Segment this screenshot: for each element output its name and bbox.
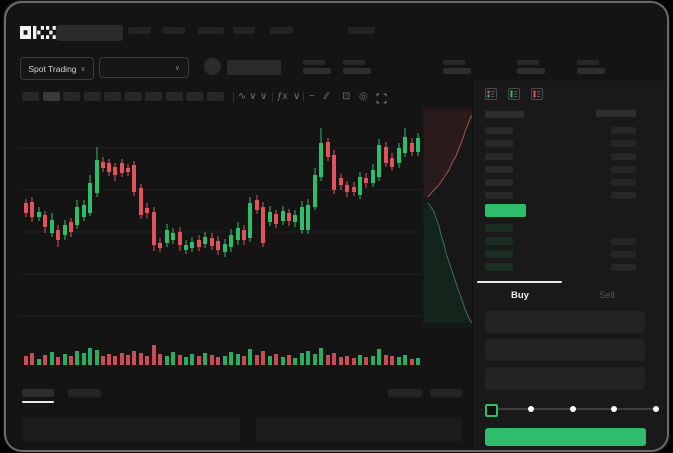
indicators-chevron-icon[interactable]: ∨ <box>293 91 301 102</box>
ticker-stat-label-placeholder <box>517 60 539 65</box>
orderbook-bid-price-placeholder[interactable] <box>485 224 513 232</box>
toolbar-divider <box>303 92 304 102</box>
orderbook-ask-amount-placeholder <box>611 166 636 173</box>
orderbook-bid-amount-placeholder <box>611 264 636 271</box>
depth-chart[interactable] <box>422 105 480 329</box>
bottom-tab-active-placeholder[interactable] <box>22 389 54 397</box>
okx-logo[interactable] <box>20 26 56 39</box>
trade-input-amount[interactable] <box>485 339 645 361</box>
orderbook-ask-amount-placeholder <box>611 153 636 160</box>
buy-submit-button[interactable] <box>485 428 646 446</box>
orderbook-last-price-badge[interactable] <box>485 204 526 217</box>
tab-sell[interactable]: Sell <box>599 290 615 301</box>
trade-input-total[interactable] <box>485 367 645 390</box>
orderbook-amount-header-placeholder <box>596 110 636 117</box>
buy-tab-underline <box>477 281 562 283</box>
timeframe-button[interactable] <box>124 92 142 101</box>
bottom-tab-placeholder[interactable] <box>68 389 101 397</box>
slider-handle[interactable] <box>484 404 498 417</box>
ticker-stat-value-placeholder <box>443 68 471 74</box>
bottom-panel-left <box>22 418 240 442</box>
ticker-stat-label-placeholder <box>577 60 599 65</box>
candlestick-chart[interactable] <box>18 107 426 333</box>
slider-stop-dot[interactable] <box>652 406 659 412</box>
chevron-down-icon: ∨ <box>80 65 86 73</box>
bottom-tab-underline <box>22 401 54 403</box>
orderbook-bid-price-placeholder[interactable] <box>485 263 513 271</box>
volume-histogram <box>24 345 420 365</box>
pair-name-placeholder <box>227 60 281 75</box>
bottom-action-placeholder[interactable] <box>430 389 462 397</box>
orderbook-ask-amount-placeholder <box>611 140 636 147</box>
pair-selector-dropdown[interactable]: ∨ <box>99 57 189 78</box>
orderbook-ask-price-placeholder[interactable] <box>485 153 513 160</box>
candle-style-icon[interactable]: ∿ ∨ <box>238 91 257 102</box>
orderbook-bids-view-icon[interactable] <box>508 88 520 100</box>
orderbook-combined-view-icon[interactable] <box>485 88 497 100</box>
chart-type-chevron-icon[interactable]: ∨ <box>260 91 268 102</box>
orderbook-ask-price-placeholder[interactable] <box>485 140 513 147</box>
market-type-dropdown[interactable]: Spot Trading ∨ <box>20 57 94 80</box>
ticker-stat-label-placeholder <box>343 60 365 65</box>
orderbook-ask-price-placeholder[interactable] <box>485 192 513 199</box>
orderbook-bid-price-placeholder[interactable] <box>485 250 513 258</box>
nav-item-placeholder[interactable] <box>233 27 255 34</box>
trade-input-price[interactable] <box>485 311 645 333</box>
timeframe-button[interactable] <box>83 92 101 101</box>
timeframe-button[interactable] <box>206 92 224 101</box>
nav-item-placeholder[interactable] <box>348 27 375 34</box>
ticker-stat-value-placeholder <box>343 68 371 74</box>
settings-icon[interactable]: ◎ <box>359 91 368 102</box>
timeframe-button[interactable] <box>22 92 39 101</box>
timeframe-button[interactable] <box>104 92 121 101</box>
ticker-stat-label-placeholder <box>443 60 465 65</box>
toolbar-divider <box>233 92 234 102</box>
timeframe-button[interactable] <box>42 92 60 101</box>
fullscreen-icon[interactable] <box>376 93 387 104</box>
orderbook-price-header-placeholder <box>485 111 524 118</box>
chevron-down-icon: ∨ <box>174 64 180 72</box>
orderbook-bid-price-placeholder[interactable] <box>485 237 513 245</box>
bottom-panel-right <box>256 418 462 442</box>
timeframe-button[interactable] <box>63 92 80 101</box>
orderbook-bid-amount-placeholder <box>611 238 636 245</box>
orderbook-ask-price-placeholder[interactable] <box>485 127 513 134</box>
ticker-stat-value-placeholder <box>303 68 331 74</box>
bottom-action-placeholder[interactable] <box>388 389 422 397</box>
slider-stop-dot[interactable] <box>611 406 617 412</box>
device-frame: Spot Trading ∨ ∨ <box>6 3 667 450</box>
tab-buy[interactable]: Buy <box>511 290 529 301</box>
orderbook-ask-amount-placeholder <box>611 127 636 134</box>
snapshot-icon[interactable]: ⊡ <box>342 91 351 102</box>
line-tool-icon[interactable]: ~ <box>309 91 315 102</box>
orderbook-ask-amount-placeholder <box>611 179 636 186</box>
slider-stop-dot[interactable] <box>528 406 534 412</box>
timeframe-button[interactable] <box>145 92 162 101</box>
trading-app: Spot Trading ∨ ∨ <box>6 3 667 450</box>
ticker-stat-value-placeholder <box>517 68 545 74</box>
nav-item-placeholder[interactable] <box>198 27 224 34</box>
ticker-stat-value-placeholder <box>577 68 605 74</box>
ticker-stat-label-placeholder <box>303 60 325 65</box>
timeframe-button[interactable] <box>165 92 183 101</box>
orderbook-asks-view-icon[interactable] <box>531 88 543 100</box>
nav-item-placeholder[interactable] <box>128 27 151 34</box>
orderbook-ask-price-placeholder[interactable] <box>485 166 513 173</box>
market-type-label: Spot Trading <box>28 63 77 74</box>
nav-item-placeholder[interactable] <box>162 27 185 34</box>
draw-tool-icon[interactable]: ∕∕ <box>325 91 329 102</box>
nav-item-placeholder[interactable] <box>270 27 293 34</box>
indicators-icon[interactable]: ƒx <box>277 91 288 102</box>
toolbar-divider <box>272 92 273 102</box>
orderbook-ask-amount-placeholder <box>611 192 636 199</box>
orderbook-ask-price-placeholder[interactable] <box>485 179 513 186</box>
coin-avatar <box>204 58 221 75</box>
slider-stop-dot[interactable] <box>569 406 576 412</box>
global-search-input[interactable] <box>56 25 123 41</box>
timeframe-button[interactable] <box>186 92 203 101</box>
orderbook-bid-amount-placeholder <box>611 251 636 258</box>
